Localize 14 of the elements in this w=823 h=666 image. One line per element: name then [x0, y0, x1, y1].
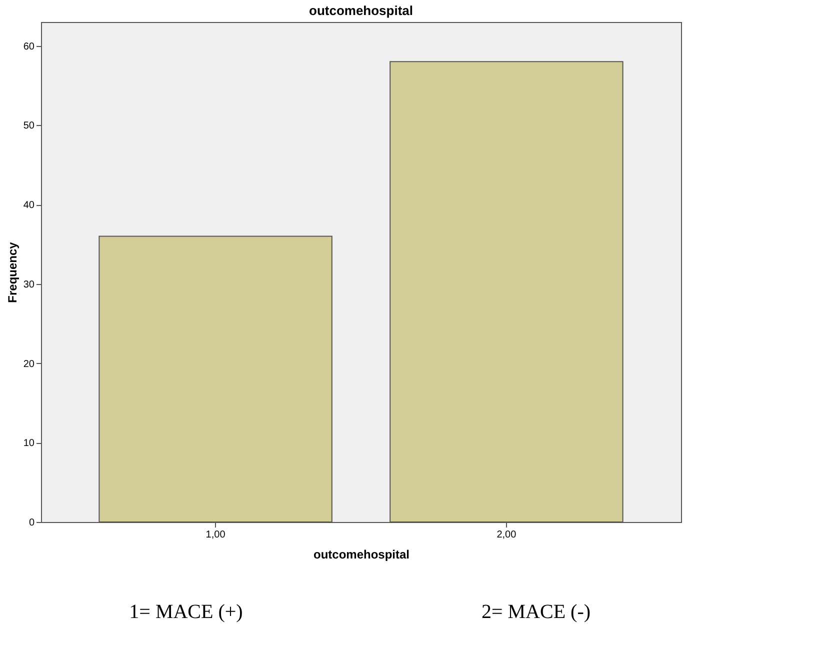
x-tick-label: 2,00: [496, 530, 517, 540]
y-tick-label: 30: [23, 279, 35, 290]
y-tick-label: 50: [23, 120, 35, 132]
text: 1= MACE (+): [129, 601, 243, 623]
y-tick-label: 10: [23, 438, 35, 450]
x-tick-label: 1,00: [206, 530, 226, 540]
y-tick-label: 60: [23, 41, 35, 52]
y-tick-label: 40: [23, 200, 35, 212]
text: 2= MACE (-): [481, 601, 591, 623]
chart-title: outcomehospital: [308, 3, 414, 18]
x-axis-title: outcomehospital: [313, 548, 410, 562]
y-tick-label: 0: [28, 518, 35, 528]
y-tick-label: 20: [23, 358, 35, 370]
y-axis-title: Frequency: [5, 242, 20, 303]
